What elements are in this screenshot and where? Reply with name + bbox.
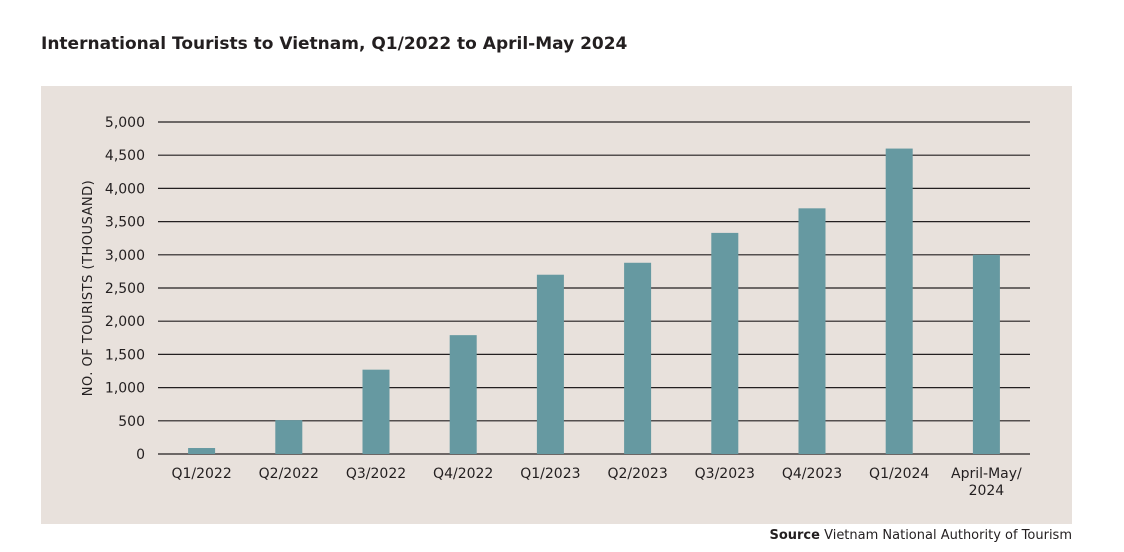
y-tick-label: 2,000 xyxy=(105,314,145,330)
bar xyxy=(711,232,739,454)
y-tick-label: 0 xyxy=(136,447,145,463)
x-tick-label: Q1/2024 xyxy=(869,466,929,482)
y-tick-labels: 0 500 1,000 1,500 2,000 2,500 3,000 3,500 4,000 4… xyxy=(105,115,145,463)
x-tick-label: 2024 xyxy=(969,483,1005,499)
x-tick-labels: Q1/2022 Q2/2022 Q3/2022 Q4/2022 Q1/2023 Q2/20… xyxy=(171,466,1022,499)
y-tick-label: 3,500 xyxy=(105,215,145,231)
chart-title: International Tourists to Vietnam, Q1/20… xyxy=(41,34,628,54)
bar xyxy=(972,254,1000,454)
bar xyxy=(275,420,303,454)
bar xyxy=(362,369,390,454)
grid-lines xyxy=(158,121,1030,455)
y-tick-label: 4,000 xyxy=(105,181,145,197)
y-axis-label: NO. OF TOURISTS (THOUSAND) xyxy=(81,180,96,396)
x-tick-label: Q1/2023 xyxy=(520,466,580,482)
bar xyxy=(188,448,216,454)
source-label: Source xyxy=(769,528,820,543)
y-tick-label: 3,000 xyxy=(105,248,145,264)
x-tick-label: Q4/2022 xyxy=(433,466,493,482)
x-tick-label: Q2/2023 xyxy=(607,466,667,482)
y-tick-label: 2,500 xyxy=(105,281,145,297)
x-tick-label: Q3/2023 xyxy=(695,466,755,482)
bar xyxy=(798,208,826,454)
bars xyxy=(188,148,1000,454)
x-tick-label: Q3/2022 xyxy=(346,466,406,482)
x-tick-label: Q1/2022 xyxy=(171,466,231,482)
x-tick-label: Q4/2023 xyxy=(782,466,842,482)
y-tick-label: 500 xyxy=(118,414,145,430)
bar xyxy=(449,335,477,454)
bar xyxy=(624,262,652,454)
x-tick-label: Q2/2022 xyxy=(259,466,319,482)
y-tick-label: 5,000 xyxy=(105,115,145,131)
x-tick-label: April-May/ xyxy=(951,466,1022,482)
source-text: Vietnam National Authority of Tourism xyxy=(824,528,1072,543)
source-note: Source Vietnam National Authority of Tou… xyxy=(769,528,1072,543)
y-tick-label: 4,500 xyxy=(105,148,145,164)
bar xyxy=(885,148,913,454)
bar xyxy=(536,274,564,454)
y-tick-label: 1,500 xyxy=(105,347,145,363)
y-tick-label: 1,000 xyxy=(105,381,145,397)
